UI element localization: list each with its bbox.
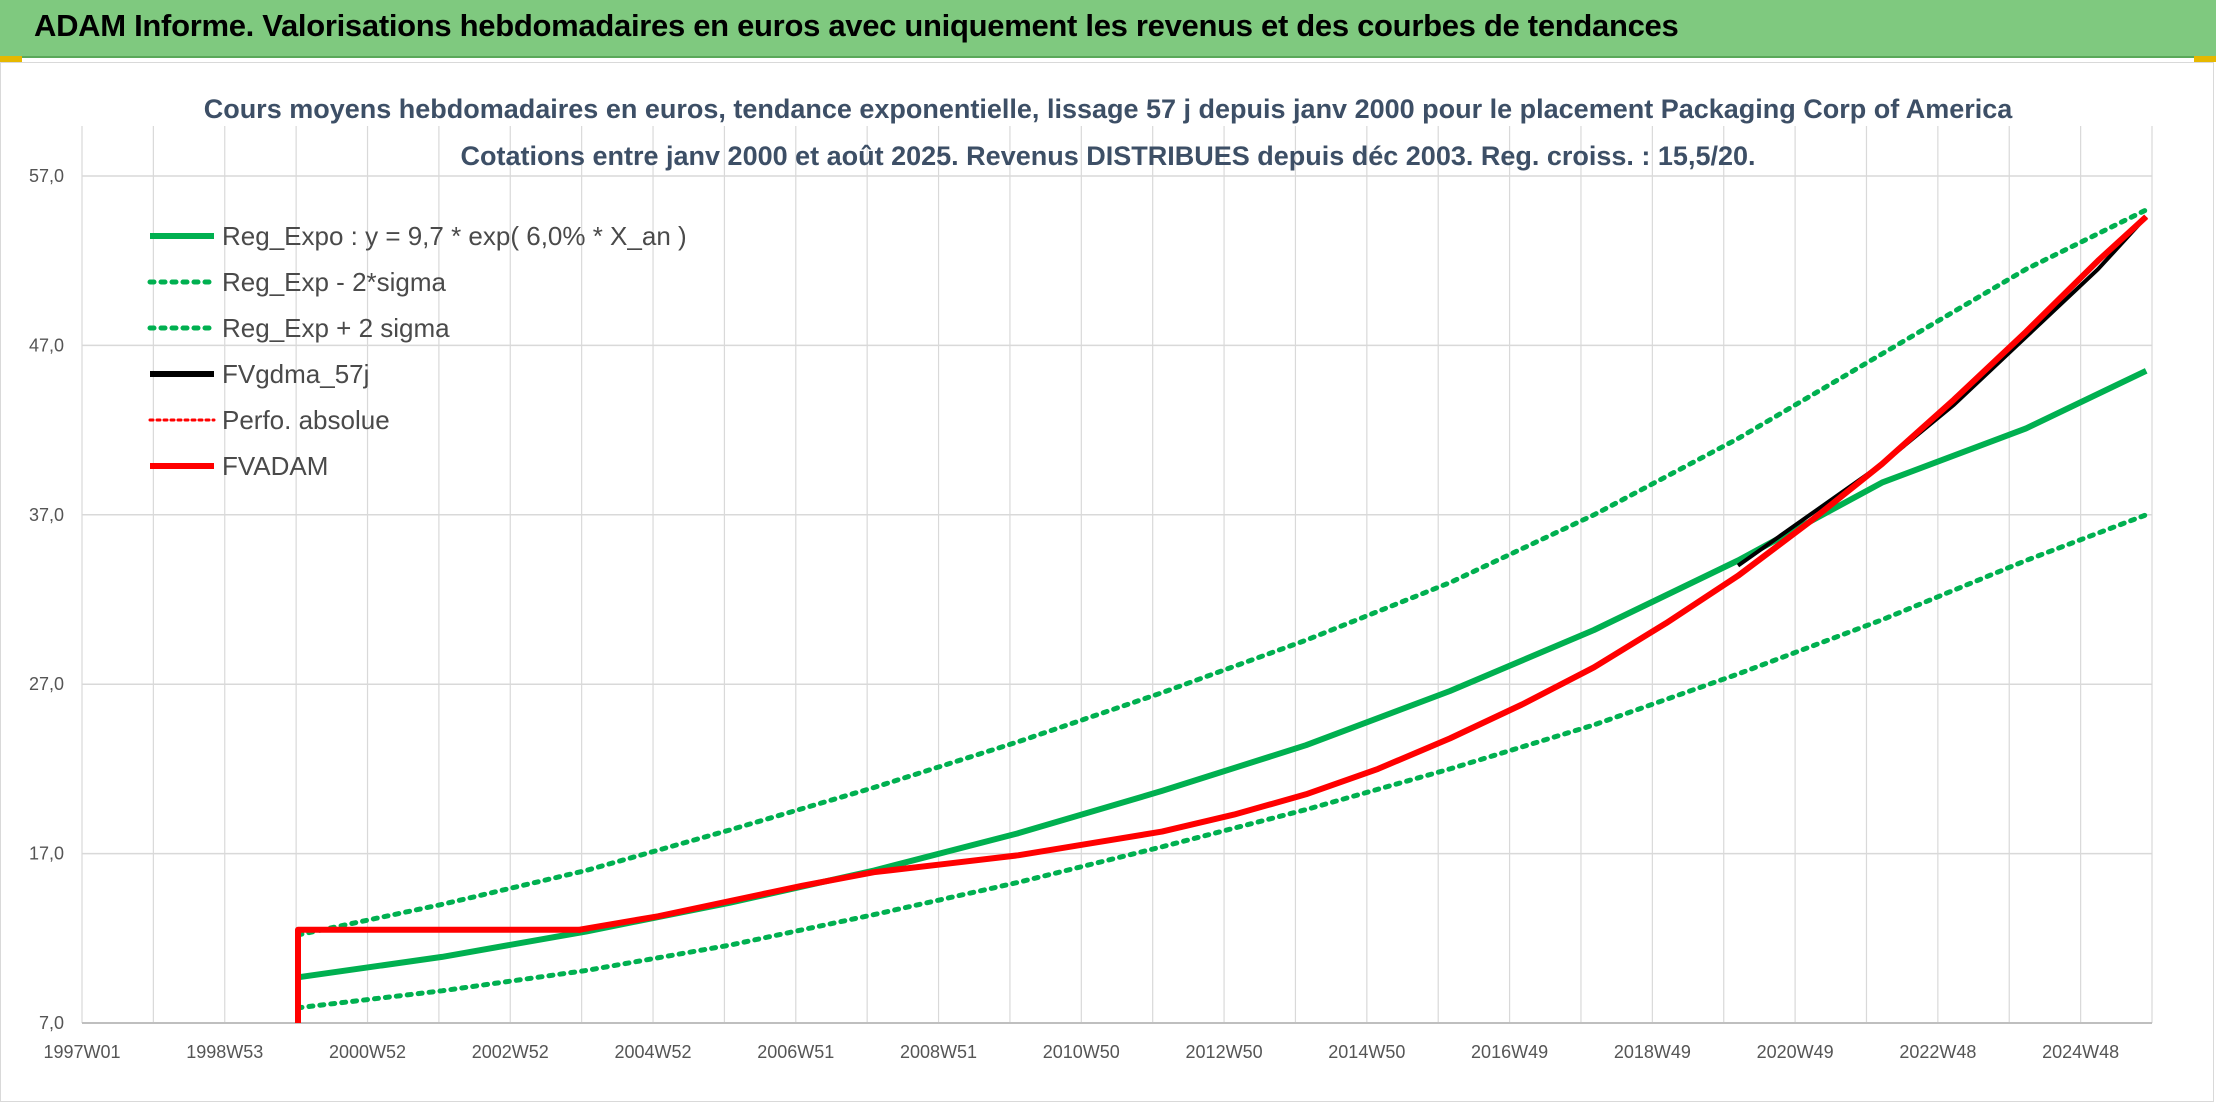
x-tick-label: 2004W52 (615, 1042, 692, 1062)
chart-title-line2: Cotations entre janv 2000 et août 2025. … (461, 141, 1756, 171)
y-tick-label: 27,0 (29, 674, 64, 694)
x-tick-label: 2022W48 (1899, 1042, 1976, 1062)
y-tick-label: 17,0 (29, 844, 64, 864)
banner-title: ADAM Informe. Valorisations hebdomadaire… (34, 8, 1679, 43)
x-tick-label: 1998W53 (186, 1042, 263, 1062)
y-tick-label: 37,0 (29, 505, 64, 525)
x-tick-label: 1997W01 (43, 1042, 120, 1062)
series-line-4 (577, 215, 2148, 933)
x-tick-label: 2000W52 (329, 1042, 406, 1062)
chart-title-line1: Cours moyens hebdomadaires en euros, ten… (204, 94, 2014, 124)
y-tick-label: 47,0 (29, 335, 64, 355)
x-tick-label: 2010W50 (1043, 1042, 1120, 1062)
x-tick-label: 2024W48 (2042, 1042, 2119, 1062)
series-line-3 (1736, 215, 2148, 568)
series-line-1 (295, 512, 2149, 1011)
legend-label: Reg_Exp + 2 sigma (222, 313, 450, 343)
legend: Reg_Expo : y = 9,7 * exp( 6,0% * X_an ) R… (147, 221, 687, 481)
series-line-5 (295, 214, 2149, 1023)
legend-label: Perfo. absolue (222, 405, 390, 435)
grid-layer: 7,0 17,0 27,0 37,0 47,0 57,0 1997W01 1998W53 200… (29, 126, 2153, 1062)
legend-label: FVADAM (222, 451, 328, 481)
y-tick-label: 57,0 (29, 166, 64, 186)
x-tick-label: 2008W51 (900, 1042, 977, 1062)
series-line-0 (297, 368, 2148, 981)
corner-accent-left (0, 56, 22, 62)
series-layer (295, 207, 2149, 1023)
x-tick-label: 2012W50 (1186, 1042, 1263, 1062)
x-tick-label: 2014W50 (1328, 1042, 1405, 1062)
chart-frame (0, 62, 2214, 1102)
legend-label: Reg_Expo : y = 9,7 * exp( 6,0% * X_an ) (222, 221, 687, 251)
x-tick-label: 2018W49 (1614, 1042, 1691, 1062)
x-tick-label: 2006W51 (757, 1042, 834, 1062)
series-line-2 (295, 207, 2149, 938)
x-tick-label: 2020W49 (1757, 1042, 1834, 1062)
legend-label: Reg_Exp - 2*sigma (222, 267, 447, 297)
legend-label: FVgdma_57j (222, 359, 369, 389)
corner-accent-right (2194, 56, 2216, 62)
x-tick-label: 2002W52 (472, 1042, 549, 1062)
y-tick-label: 7,0 (39, 1013, 64, 1033)
title-banner: ADAM Informe. Valorisations hebdomadaire… (0, 0, 2216, 58)
x-tick-label: 2016W49 (1471, 1042, 1548, 1062)
